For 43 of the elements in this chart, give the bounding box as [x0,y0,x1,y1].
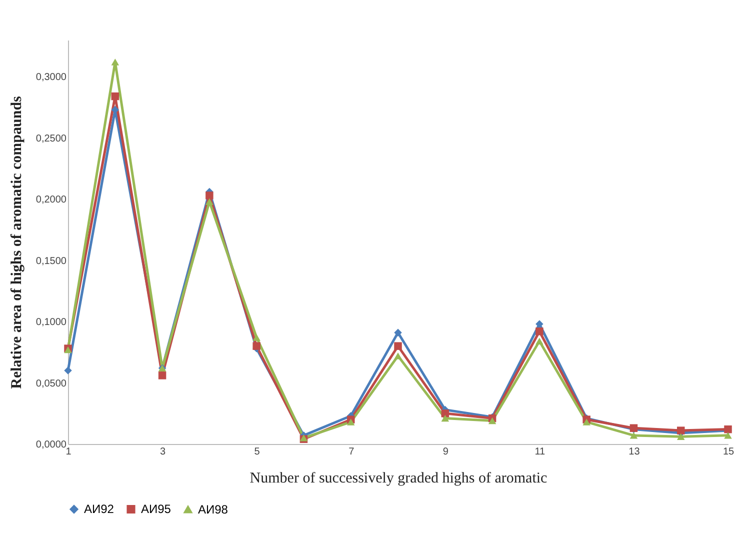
point [252,334,260,341]
point [64,366,72,374]
point [441,410,450,418]
point [206,198,214,205]
point [346,418,355,426]
y-axis-title: Relative area of highs of aromatic compaunds [8,96,25,389]
point [158,372,166,380]
x-tick-label: 15 [722,446,734,458]
point [536,327,544,336]
point [676,426,685,434]
point [630,432,638,439]
y-tick-label: 0,0000 [36,440,67,450]
y-tick-label: 0,1500 [36,256,67,267]
point [394,352,402,360]
point [536,338,544,345]
x-tick-label: 3 [160,446,166,458]
x-tick-label: 5 [254,446,260,458]
point [252,342,260,350]
point [676,433,685,440]
point [724,432,732,439]
point [394,328,402,336]
x-axis-title: Number of successively graded highs of aromatic [250,470,548,486]
y-tick-label: 0,2500 [36,133,67,144]
x-tick-label: 7 [348,446,355,458]
y-tick-label: 0,3000 [36,72,67,84]
x-tick-label: 11 [534,446,546,458]
y-tick-label: 0,0500 [36,378,67,390]
point [488,417,496,424]
x-tick-label: 1 [66,446,72,458]
x-tick-label: 13 [628,446,640,458]
point [206,192,214,200]
point [111,58,120,66]
point [394,342,402,350]
point [582,418,590,426]
point [441,414,450,422]
x-tick-label: 9 [442,446,449,458]
y-tick-label: 0,1000 [36,317,67,328]
legend-label: АИ98 [198,502,228,516]
legend-label: АИ92 [84,502,114,516]
legend-label: АИ95 [141,502,172,516]
point [536,320,544,328]
y-tick-label: 0,2000 [36,194,67,206]
point [111,92,120,100]
